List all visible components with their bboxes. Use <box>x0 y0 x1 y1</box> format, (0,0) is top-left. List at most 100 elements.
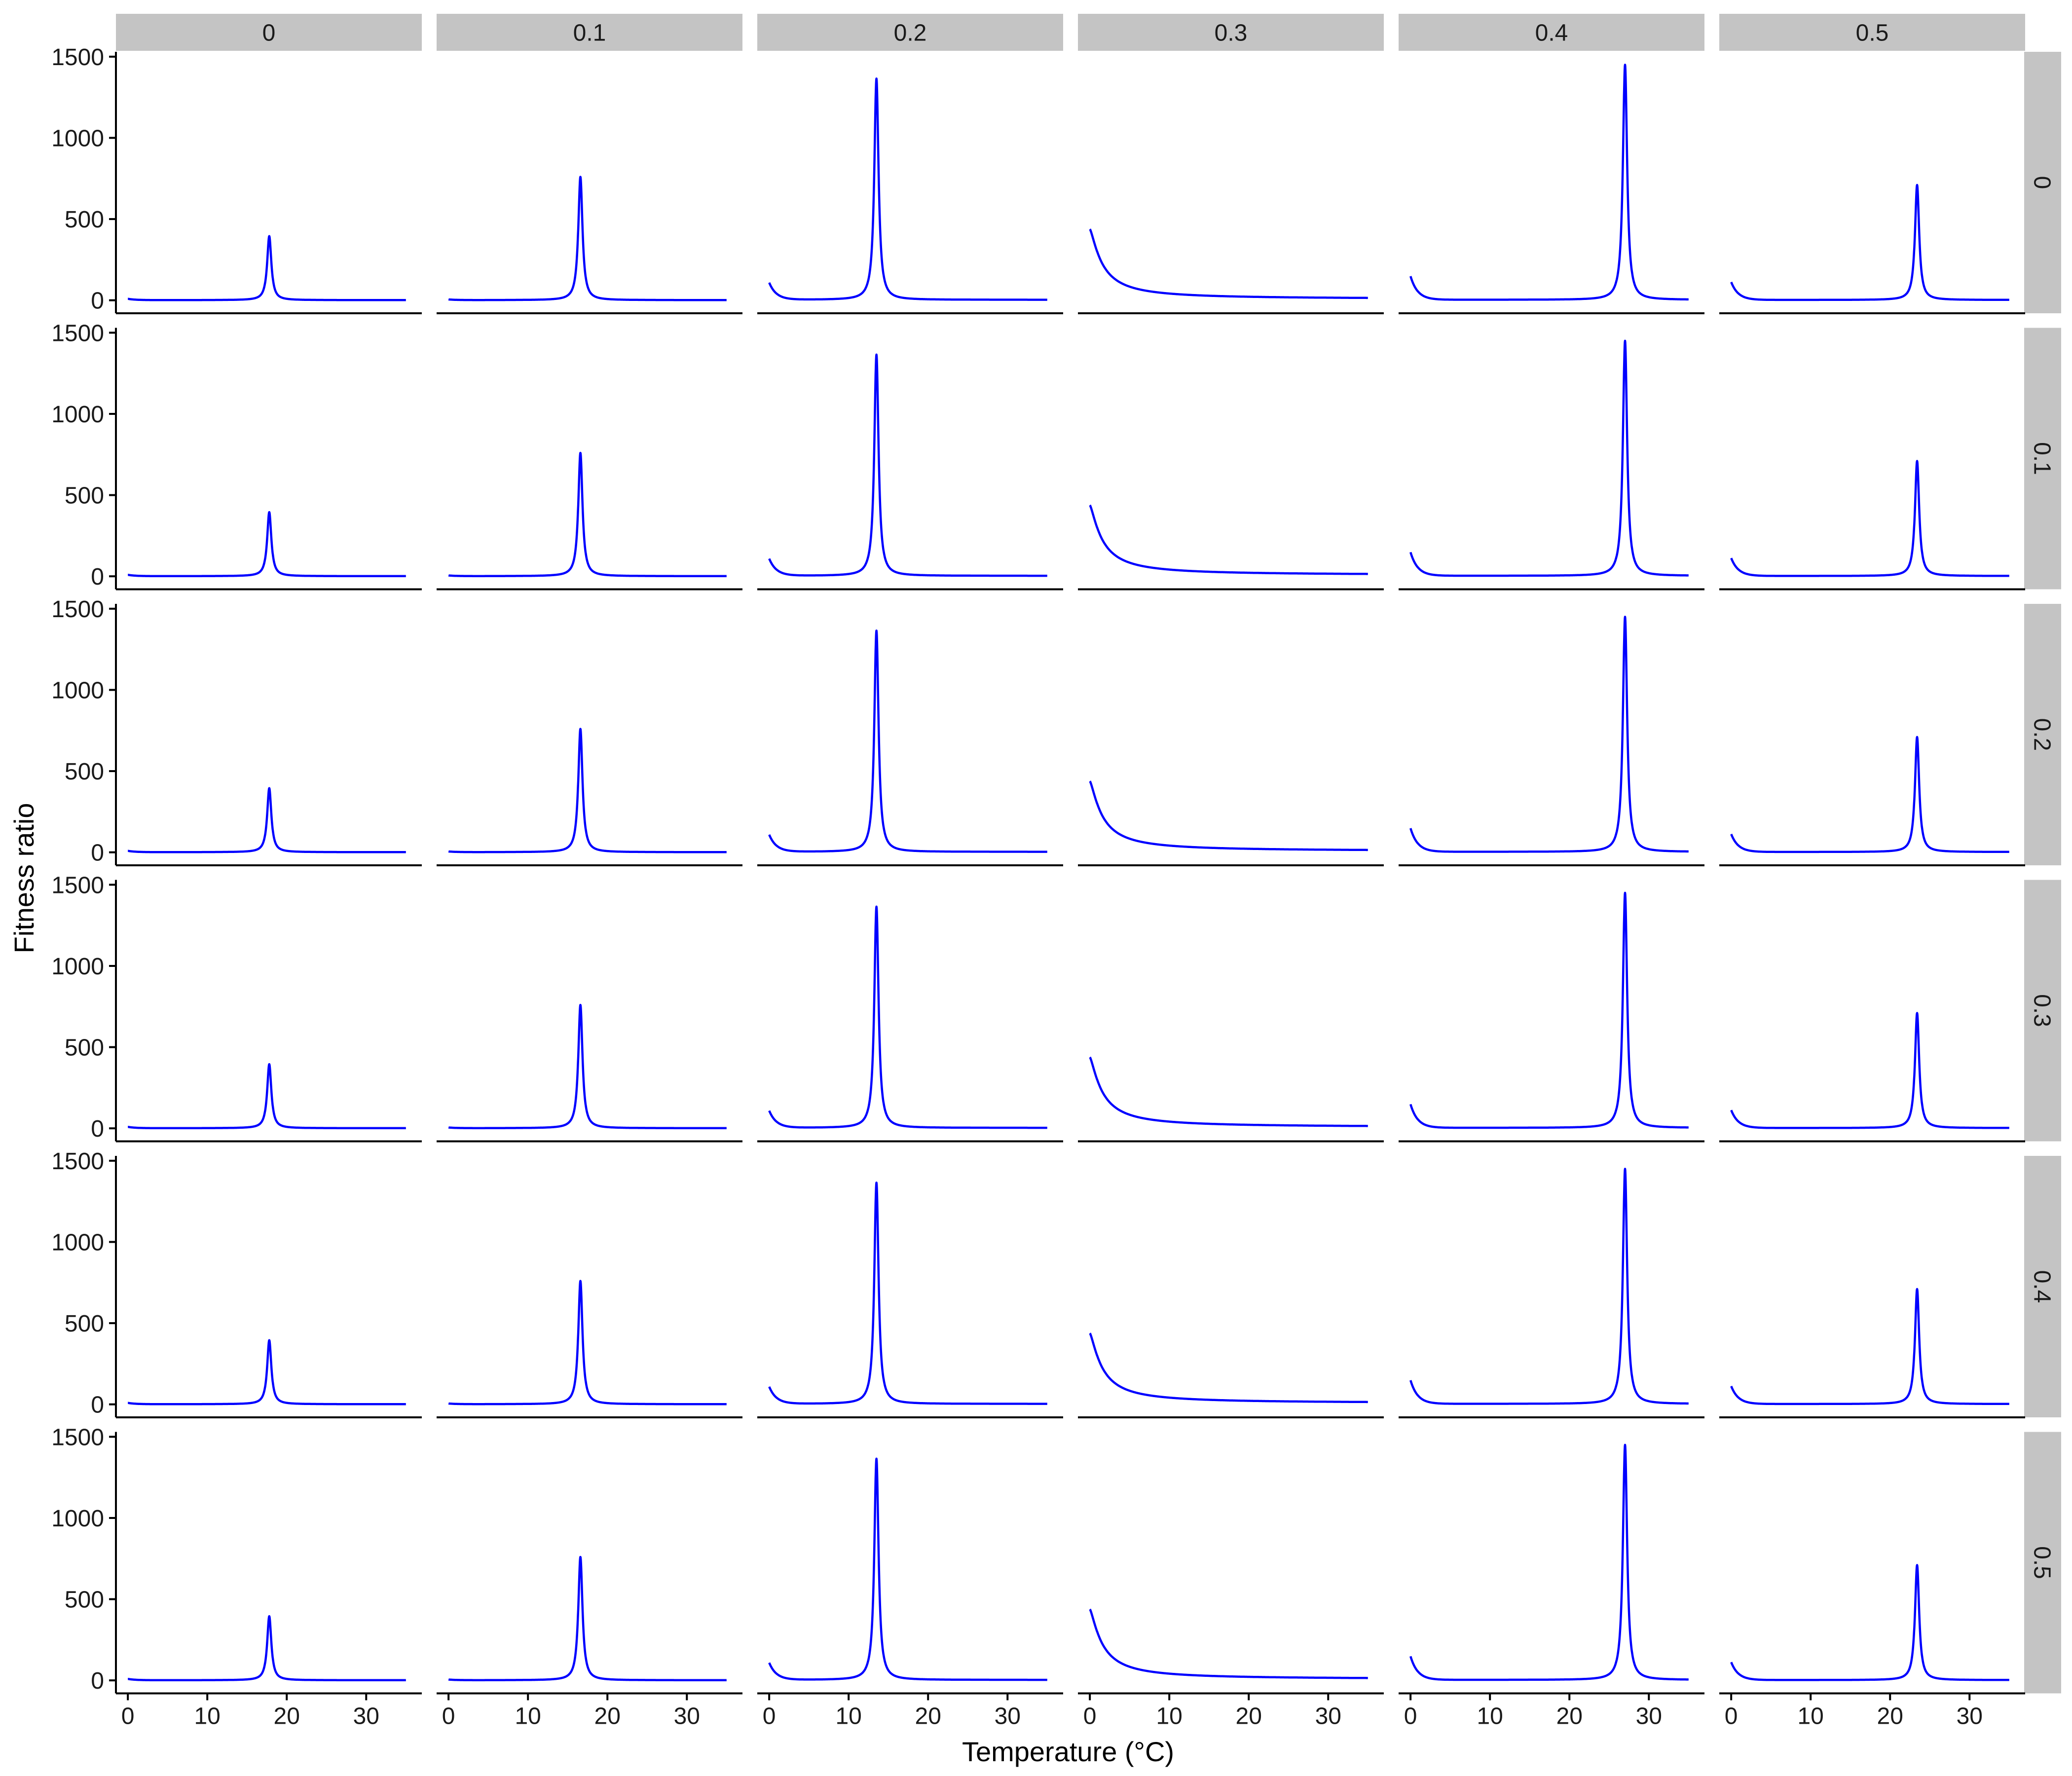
row-strip-label: 0.1 <box>2029 442 2055 475</box>
series-line <box>768 353 1048 577</box>
series-line <box>127 1339 407 1406</box>
series-line <box>1730 1012 2010 1129</box>
y-tick-label: 1500 <box>51 320 104 346</box>
y-tick-label: 1000 <box>51 1229 104 1256</box>
x-tick-label: 20 <box>1556 1703 1583 1730</box>
series-line <box>447 1555 728 1682</box>
panel: 0 10 20 30 <box>757 1457 1063 1730</box>
y-tick-label: 0 <box>91 1392 104 1418</box>
x-tick-label: 20 <box>1236 1703 1262 1730</box>
y-tick-label: 1000 <box>51 125 104 151</box>
series-line <box>127 787 407 853</box>
x-tick-label: 30 <box>1636 1703 1662 1730</box>
series-line <box>1089 1332 1369 1404</box>
panel <box>116 511 422 591</box>
series-line <box>1730 1564 2010 1681</box>
panel <box>1399 64 1704 314</box>
x-tick-label: 30 <box>1315 1703 1341 1730</box>
y-tick-label: 1500 <box>51 44 104 71</box>
row-strip-label: 0 <box>2029 176 2055 189</box>
panel <box>757 629 1063 866</box>
y-tick-label: 0 <box>91 564 104 590</box>
column-strip <box>757 14 1063 51</box>
panel <box>116 1063 422 1143</box>
y-tick-label: 1000 <box>51 677 104 703</box>
x-tick-label: 20 <box>594 1703 621 1730</box>
series-line <box>1409 891 1690 1129</box>
panel <box>1719 460 2025 591</box>
panel: 0 10 20 30 <box>1078 1608 1384 1730</box>
row-strip-label: 0.2 <box>2029 718 2055 751</box>
series-line <box>768 629 1048 853</box>
y-tick-label: 1500 <box>51 1424 104 1450</box>
y-tick-label: 1000 <box>51 402 104 428</box>
series-line <box>768 1457 1048 1681</box>
y-tick-label: 0 <box>91 1116 104 1142</box>
x-tick-label: 0 <box>442 1703 455 1730</box>
x-tick-label: 30 <box>1957 1703 1983 1730</box>
series-line <box>1089 504 1369 575</box>
x-tick-label: 20 <box>274 1703 300 1730</box>
y-tick-label: 1000 <box>51 954 104 980</box>
panel <box>757 1182 1063 1418</box>
x-axis-label: Temperature (°C) <box>962 1736 1174 1767</box>
row-strip <box>2024 604 2061 865</box>
panel <box>1399 339 1704 591</box>
series-line <box>768 77 1048 301</box>
x-tick-label: 10 <box>515 1703 541 1730</box>
row-strip <box>2024 1432 2061 1694</box>
panel: 0 10 20 30 <box>1719 1564 2025 1730</box>
panel <box>1078 1332 1384 1418</box>
panel: 0 10 20 30 <box>437 1555 742 1730</box>
panel <box>1078 780 1384 866</box>
series-line <box>1089 228 1369 299</box>
column-strip-label: 0.1 <box>573 20 606 46</box>
column-strip-label: 0 <box>262 20 276 46</box>
series-line <box>1730 460 2010 577</box>
panel-grid: 0 0.1 0.2 0.3 0.4 0.500.10.20.30.40.505001000… <box>51 14 2061 1730</box>
series-line <box>1409 616 1690 853</box>
y-tick-label: 500 <box>65 1587 104 1613</box>
series-line <box>127 1615 407 1682</box>
x-tick-label: 0 <box>121 1703 135 1730</box>
y-tick-label: 500 <box>65 483 104 509</box>
row-strip <box>2024 52 2061 313</box>
series-line <box>447 1003 728 1130</box>
series-line <box>447 451 728 578</box>
series-line <box>1409 64 1690 301</box>
series-line <box>1409 339 1690 577</box>
y-tick-label: 1500 <box>51 596 104 623</box>
panel <box>1399 616 1704 866</box>
panel <box>1719 736 2025 866</box>
panel <box>757 905 1063 1143</box>
y-tick-label: 1500 <box>51 872 104 898</box>
series-line <box>1089 780 1369 851</box>
x-tick-label: 0 <box>1083 1703 1097 1730</box>
x-tick-label: 20 <box>915 1703 941 1730</box>
panel: 0 10 20 30 <box>1399 1443 1704 1730</box>
series-line <box>1089 1608 1369 1679</box>
x-tick-label: 0 <box>763 1703 776 1730</box>
row-strip <box>2024 1156 2061 1417</box>
panel <box>1719 1288 2025 1418</box>
column-strip-label: 0.5 <box>1856 20 1889 46</box>
series-line <box>1409 1443 1690 1681</box>
series-line <box>127 511 407 578</box>
panel <box>437 451 742 591</box>
series-line <box>1089 1056 1369 1127</box>
row-strip-label: 0.4 <box>2029 1270 2055 1303</box>
row-strip <box>2024 328 2061 590</box>
y-axis-label: Fitness ratio <box>8 803 39 954</box>
panel <box>1078 228 1384 314</box>
x-tick-label: 30 <box>995 1703 1021 1730</box>
y-tick-label: 0 <box>91 840 104 866</box>
column-strip <box>1078 14 1384 51</box>
y-tick-label: 1500 <box>51 1148 104 1175</box>
panel <box>1078 1056 1384 1143</box>
x-tick-label: 10 <box>194 1703 220 1730</box>
x-tick-label: 10 <box>835 1703 861 1730</box>
series-line <box>447 176 728 301</box>
panel <box>437 176 742 314</box>
column-strip <box>437 14 742 51</box>
